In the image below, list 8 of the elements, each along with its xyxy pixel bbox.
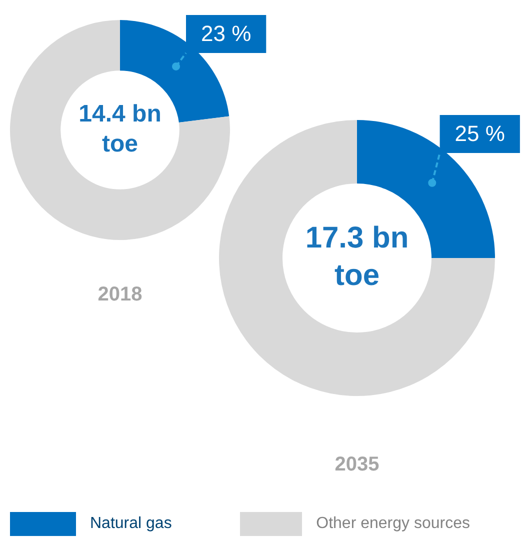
legend-label: Other energy sources	[316, 514, 470, 534]
text: 2035	[334, 454, 380, 476]
data-label: 23 %	[200, 21, 252, 46]
legend-label: Natural gas	[90, 514, 172, 534]
data-label: 25 %	[454, 121, 505, 146]
text: 14.4 bn toe	[78, 100, 162, 158]
text: 2018	[98, 284, 142, 306]
text: 17.3 bn toe	[305, 222, 409, 292]
